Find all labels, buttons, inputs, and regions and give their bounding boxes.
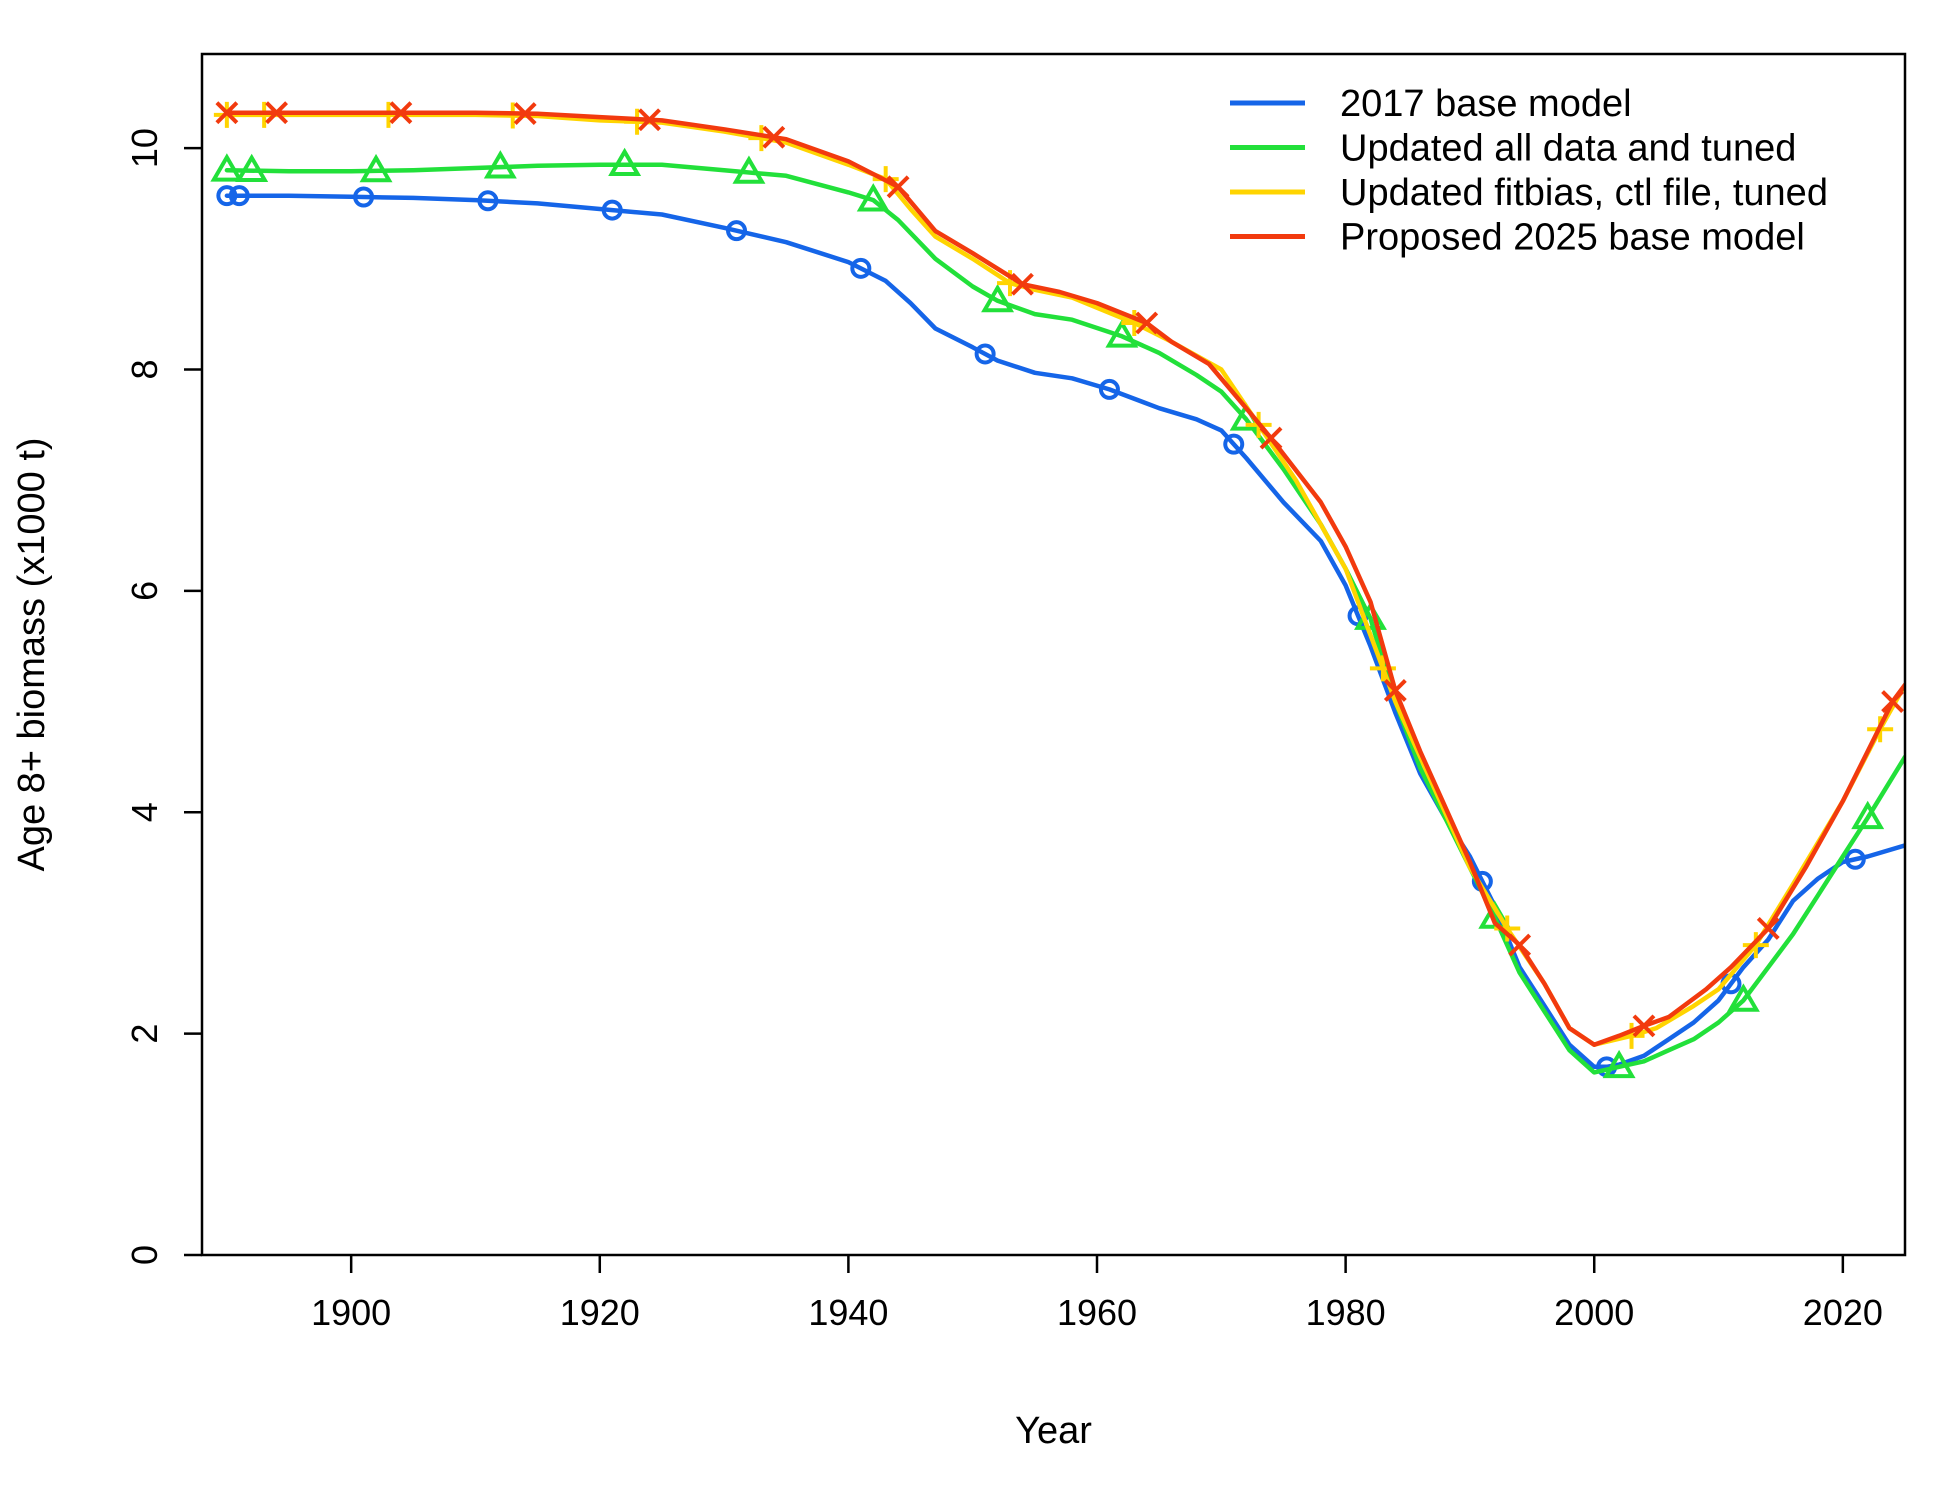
series-marker-proposed-2025-base-model xyxy=(215,101,239,125)
legend-label-updated-fitbias-ctl-file-tuned: Updated fitbias, ctl file, tuned xyxy=(1340,172,1828,214)
y-tick-label: 6 xyxy=(124,581,165,601)
series-marker-proposed-2025-base-model xyxy=(1881,690,1904,713)
series-marker-updated-all-data-and-tuned xyxy=(1105,319,1139,348)
series-marker-proposed-2025-base-model xyxy=(1259,426,1283,450)
y-tick-label: 0 xyxy=(124,1245,165,1265)
series-marker-proposed-2025-base-model xyxy=(886,175,910,199)
x-axis: 1900 1920 1940 1960 1980 2000 2020 xyxy=(311,1255,1883,1333)
series-marker-updated-all-data-and-tuned xyxy=(1726,983,1760,1012)
legend-label-updated-all-data-and-tuned: Updated all data and tuned xyxy=(1340,128,1796,170)
x-tick-label: 2000 xyxy=(1554,1292,1634,1333)
series-marker-2017-base-model xyxy=(974,343,996,365)
y-tick-label: 4 xyxy=(124,802,165,822)
y-axis: 0 2 4 6 8 10 xyxy=(124,128,202,1265)
series-line-2017-base-model xyxy=(224,193,1905,1070)
series-marker-updated-all-data-and-tuned xyxy=(235,153,269,183)
series-marker-2017-base-model xyxy=(1844,848,1866,870)
y-axis-title: Age 8+ biomass (x1000 t) xyxy=(11,437,53,871)
series-marker-2017-base-model xyxy=(477,190,499,212)
series-marker-updated-all-data-and-tuned xyxy=(856,183,890,212)
series-marker-updated-all-data-and-tuned xyxy=(981,283,1015,313)
x-tick-label: 2020 xyxy=(1803,1292,1883,1333)
legend-label-proposed-2025-base-model: Proposed 2025 base model xyxy=(1340,217,1805,259)
series-proposed-2025-base-model xyxy=(215,101,1905,1047)
series-marker-updated-all-data-and-tuned xyxy=(210,153,244,182)
legend-label-2017-base-model: 2017 base model xyxy=(1340,83,1632,125)
series-marker-proposed-2025-base-model xyxy=(389,101,413,125)
series-layer xyxy=(210,101,1905,1079)
series-marker-updated-all-data-and-tuned xyxy=(359,153,393,183)
series-line-updated-all-data-and-tuned xyxy=(224,162,1905,1075)
x-tick-label: 1980 xyxy=(1306,1292,1386,1333)
series-marker-updated-all-data-and-tuned xyxy=(608,147,642,177)
y-tick-label: 10 xyxy=(124,128,165,168)
series-marker-proposed-2025-base-model xyxy=(1011,272,1034,296)
series-line-proposed-2025-base-model xyxy=(224,110,1905,1047)
x-tick-label: 1960 xyxy=(1057,1292,1137,1333)
series-marker-proposed-2025-base-model xyxy=(1383,679,1407,702)
series-marker-2017-base-model xyxy=(216,185,238,207)
x-tick-label: 1900 xyxy=(311,1292,391,1333)
series-updated-all-data-and-tuned xyxy=(210,147,1905,1079)
x-tick-label: 1940 xyxy=(808,1292,888,1333)
series-marker-proposed-2025-base-model xyxy=(513,102,537,125)
series-marker-proposed-2025-base-model xyxy=(265,101,288,125)
series-marker-updated-fitbias-ctl-file-tuned xyxy=(1742,932,1769,959)
series-marker-2017-base-model xyxy=(353,186,375,208)
series-marker-2017-base-model xyxy=(726,220,748,242)
series-marker-updated-all-data-and-tuned xyxy=(1602,1049,1636,1079)
series-marker-proposed-2025-base-model xyxy=(1135,311,1159,335)
series-marker-2017-base-model xyxy=(1223,433,1245,455)
series-marker-updated-all-data-and-tuned xyxy=(483,150,517,179)
series-marker-updated-all-data-and-tuned xyxy=(1851,800,1885,830)
series-marker-2017-base-model xyxy=(601,199,623,221)
series-marker-updated-all-data-and-tuned xyxy=(732,155,766,184)
series-marker-proposed-2025-base-model xyxy=(1632,1014,1656,1038)
series-marker-updated-fitbias-ctl-file-tuned xyxy=(1369,655,1396,682)
series-marker-proposed-2025-base-model xyxy=(1508,933,1532,957)
series-marker-proposed-2025-base-model xyxy=(1756,917,1780,940)
series-marker-proposed-2025-base-model xyxy=(638,108,661,132)
y-tick-label: 2 xyxy=(124,1024,165,1044)
series-marker-2017-base-model xyxy=(228,185,250,207)
x-axis-title: Year xyxy=(1015,1410,1092,1452)
x-tick-label: 1920 xyxy=(560,1292,640,1333)
series-marker-2017-base-model xyxy=(850,257,872,279)
plot-frame xyxy=(200,52,1907,1257)
series-marker-proposed-2025-base-model xyxy=(762,125,786,149)
series-marker-2017-base-model xyxy=(1098,378,1120,400)
y-tick-label: 8 xyxy=(124,359,165,379)
